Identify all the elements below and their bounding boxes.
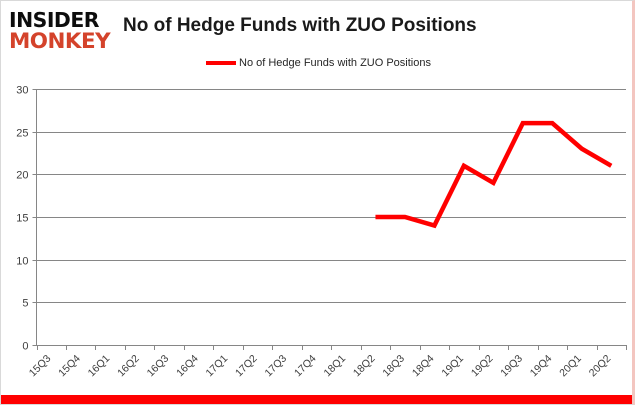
y-axis-tick-label: 30	[16, 85, 28, 97]
x-axis-tick-label: 20Q2	[587, 353, 614, 380]
chart-title: No of Hedge Funds with ZUO Positions	[123, 15, 477, 36]
x-axis-tick-label: 18Q1	[321, 353, 348, 380]
x-axis-tick-label: 19Q1	[439, 353, 466, 380]
x-axis-tick-label: 17Q1	[204, 353, 231, 380]
chart-legend: No of Hedge Funds with ZUO Positions	[1, 57, 632, 69]
x-axis-tick-label: 19Q2	[469, 353, 496, 380]
y-axis-ticks-group	[32, 89, 37, 346]
x-axis-tick-label: 18Q2	[351, 353, 378, 380]
logo-text-insider: INSIDER	[9, 8, 99, 32]
y-axis-tick-label: 25	[16, 128, 28, 140]
x-axis-tick-label: 20Q1	[557, 353, 584, 380]
data-series-line	[375, 120, 613, 229]
x-axis-tick-label: 15Q4	[56, 353, 83, 380]
x-axis-tick-label: 19Q4	[528, 353, 555, 380]
x-axis-tick-label: 17Q4	[292, 353, 319, 380]
legend-color-swatch	[206, 61, 236, 65]
x-axis-ticks-group	[37, 345, 627, 350]
x-axis-tick-label: 19Q3	[498, 353, 525, 380]
x-axis-tick-label: 18Q3	[380, 353, 407, 380]
x-axis-tick-label: 17Q2	[233, 353, 260, 380]
x-axis-labels-group: 15Q3 15Q4 16Q1 16Q2 16Q3 16Q4 17Q1 17Q2 17Q3 17Q4…	[27, 353, 614, 380]
x-axis-tick-label: 16Q4	[174, 353, 201, 380]
logo-text-monkey: MONKEY	[9, 29, 111, 53]
x-axis-tick-label: 18Q4	[410, 353, 437, 380]
y-axis-tick-label: 20	[16, 170, 28, 182]
legend-series-label: No of Hedge Funds with ZUO Positions	[239, 57, 431, 69]
insider-monkey-logo: INSIDER MONKEY	[9, 10, 113, 54]
gridlines-group	[36, 89, 626, 346]
y-axis-labels-group: 0 5 10 15 20 25 30	[16, 85, 28, 353]
y-axis-tick-label: 5	[22, 298, 28, 310]
bottom-accent-bar	[1, 395, 632, 404]
x-axis-tick-label: 16Q1	[86, 353, 113, 380]
x-axis-tick-label: 16Q3	[145, 353, 172, 380]
y-axis-tick-label: 10	[16, 256, 28, 268]
x-axis-tick-label: 16Q2	[115, 353, 142, 380]
x-axis-tick-label: 15Q3	[27, 353, 54, 380]
y-axis-tick-label: 15	[16, 213, 28, 225]
x-axis-tick-label: 17Q3	[263, 353, 290, 380]
y-axis-tick-label: 0	[22, 341, 28, 353]
